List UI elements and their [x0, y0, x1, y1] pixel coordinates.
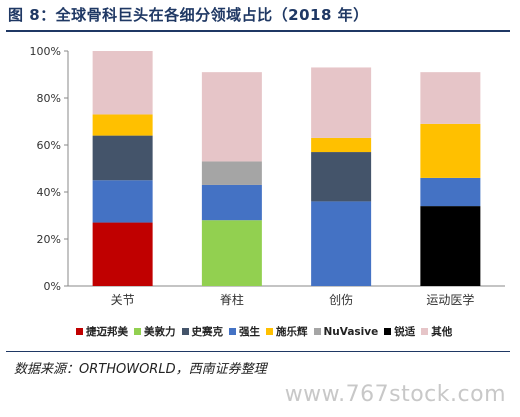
source-note: 数据来源：ORTHOWORLD，西南证券整理 — [14, 362, 267, 377]
bar-segment — [92, 180, 153, 223]
x-tick-label: 脊柱 — [220, 292, 244, 307]
legend-swatch — [76, 328, 83, 335]
bar-segment — [420, 206, 481, 286]
x-tick-label: 运动医学 — [426, 292, 474, 307]
legend-swatch — [229, 328, 236, 335]
title-rule — [6, 30, 510, 32]
bar-segment — [92, 51, 153, 115]
chart-legend: 捷迈邦美 美敦力 史赛克 强生 施乐辉 NuVasive 锐适 其他 — [76, 324, 452, 339]
y-tick-label: 40% — [37, 186, 61, 199]
bar-segment — [201, 184, 262, 221]
legend-label: 捷迈邦美 — [86, 326, 128, 338]
x-tick-label: 创伤 — [329, 293, 353, 307]
legend-swatch — [266, 328, 273, 335]
legend-label: 史赛克 — [191, 326, 224, 338]
legend-item: 史赛克 — [181, 324, 224, 339]
legend-item: 其他 — [421, 324, 452, 339]
bar-segment — [311, 201, 372, 286]
legend-item: 施乐辉 — [266, 324, 308, 339]
watermark: www.767stock.com — [284, 382, 506, 407]
bar-segment — [311, 152, 372, 202]
bar-segment — [420, 123, 481, 178]
legend-swatch — [421, 328, 429, 335]
y-tick-label: 80% — [37, 92, 61, 105]
y-tick-label: 20% — [37, 233, 61, 246]
legend-label: 强生 — [239, 326, 260, 338]
legend-swatch — [134, 328, 141, 335]
legend-label: 其他 — [431, 326, 453, 338]
bar-segment — [201, 161, 262, 185]
bar-segment — [311, 137, 372, 153]
source-rule — [6, 351, 510, 352]
bar-segment — [201, 72, 262, 162]
stacked-bar-chart: 0% 20% 40% 60% 80% 100% 关节 脊柱 创伤 运动医学 — [30, 45, 505, 307]
bar-segment — [420, 72, 481, 124]
legend-swatch — [181, 328, 189, 335]
bar-segment — [92, 135, 153, 181]
y-tick-label: 100% — [30, 45, 61, 58]
legend-item: NuVasive — [313, 324, 379, 339]
chart-title: 图 8：全球骨科巨头在各细分领域占比（2018 年） — [8, 6, 369, 24]
legend-item: 捷迈邦美 — [76, 324, 128, 339]
legend-swatch — [384, 328, 392, 335]
legend-label: 锐适 — [394, 326, 416, 338]
legend-label: 施乐辉 — [276, 326, 308, 338]
legend-swatch — [313, 328, 321, 335]
bar-segment — [311, 67, 372, 138]
legend-item: 美敦力 — [134, 324, 176, 339]
legend-label: 美敦力 — [144, 326, 176, 338]
legend-label: NuVasive — [323, 325, 379, 338]
legend-item: 锐适 — [384, 324, 415, 339]
y-tick-label: 0% — [44, 280, 61, 293]
bar-segment — [201, 220, 262, 286]
bar-segment — [92, 222, 153, 286]
x-tick-label: 关节 — [111, 293, 135, 307]
y-tick-label: 60% — [37, 139, 61, 152]
legend-item: 强生 — [229, 324, 260, 339]
bar-segment — [420, 177, 481, 207]
bar-segment — [92, 114, 153, 136]
